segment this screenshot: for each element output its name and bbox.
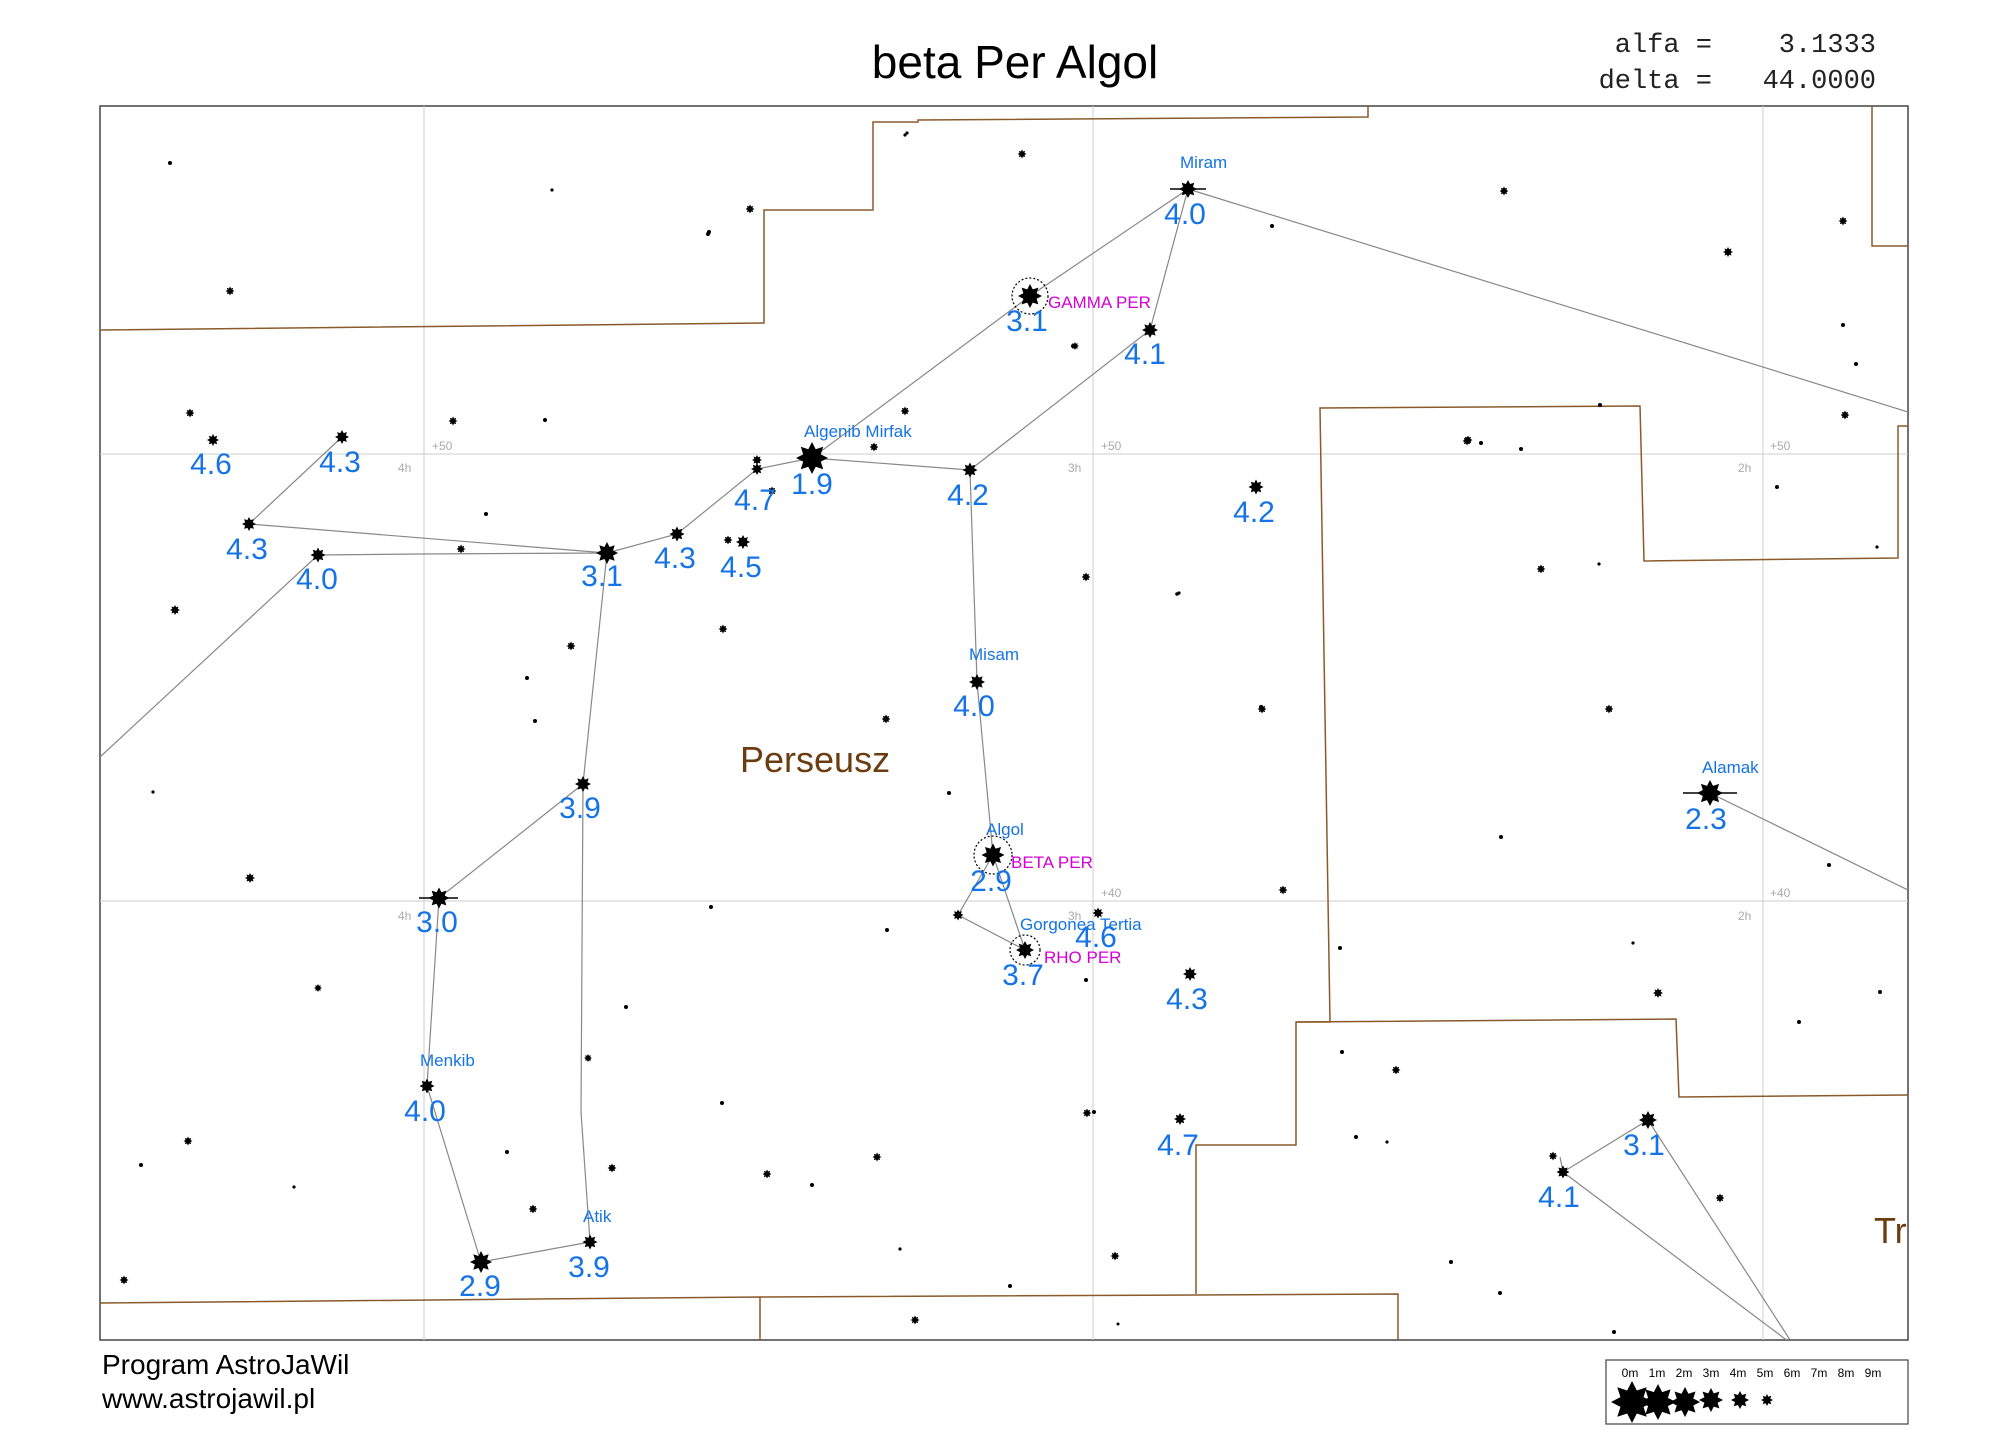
magnitude-label: 4.0	[1164, 198, 1206, 231]
grid-label-4h-upper: 4h	[398, 461, 411, 475]
grid-label-dec50-right: +50	[1770, 439, 1791, 453]
magnitude-label: 4.6	[1075, 921, 1117, 954]
magnitude-label: 4.5	[720, 551, 762, 584]
grid-label-dec50-left: +50	[432, 439, 453, 453]
grid-label-3h-lower: 3h	[1068, 909, 1081, 923]
magnitude-label: 4.1	[1538, 1181, 1580, 1214]
grid-label-dec50-mid: +50	[1101, 439, 1122, 453]
magnitude-label: 3.0	[416, 906, 458, 939]
alfa-value: 3.1333	[1779, 31, 1876, 61]
magnitude-label: 4.2	[947, 479, 989, 512]
star-name-menkib: Menkib	[420, 1051, 475, 1070]
magnitude-label: 4.7	[1157, 1129, 1199, 1162]
delta-value: 44.0000	[1763, 67, 1876, 97]
faint-stars	[139, 131, 1882, 1334]
coordinate-grid	[100, 106, 1908, 1340]
page-title: beta Per Algol	[872, 36, 1158, 88]
delta-label: delta =	[1599, 67, 1712, 97]
star-name-algol: Algol	[986, 820, 1024, 839]
magnitude-label: 3.1	[1006, 305, 1048, 338]
variable-name-rho-per: RHO PER	[1044, 948, 1121, 967]
star-name-atik: Atik	[583, 1207, 612, 1226]
magnitude-label: 4.0	[296, 563, 338, 596]
star-name-miram: Miram	[1180, 153, 1227, 172]
legend-label: 5m	[1757, 1366, 1774, 1380]
magnitude-label: 2.9	[459, 1270, 501, 1303]
grid-label-4h-lower: 4h	[398, 909, 411, 923]
magnitude-label: 4.0	[953, 690, 995, 723]
grid-label-2h-lower: 2h	[1738, 909, 1751, 923]
legend-label: 0m	[1622, 1366, 1639, 1380]
magnitude-label: 1.9	[791, 468, 833, 501]
magnitude-labels: 4.0 3.1 4.1 1.9 4.7 4.2 4.2 4.3 4.5 3.1 …	[190, 198, 1727, 1303]
program-name: Program AstroJaWil	[102, 1349, 349, 1380]
magnitude-label: 4.3	[654, 542, 696, 575]
alfa-label: alfa =	[1615, 31, 1712, 61]
grid-label-dec40-mid: +40	[1101, 886, 1122, 900]
legend-label: 7m	[1811, 1366, 1828, 1380]
magnitude-legend: 0m 1m 2m 3m 4m 5m 6m 7m 8m 9m	[1605, 1359, 1909, 1425]
variable-star-markers	[973, 277, 1049, 966]
legend-label: 2m	[1676, 1366, 1693, 1380]
magnitude-label: 2.9	[970, 865, 1012, 898]
magnitude-label: 3.9	[568, 1251, 610, 1284]
magnitude-label: 4.3	[1166, 983, 1208, 1016]
magnitude-label: 3.1	[1623, 1129, 1665, 1162]
magnitude-label: 4.3	[319, 446, 361, 479]
magnitude-label: 4.6	[190, 448, 232, 481]
constellation-name-triangulum: Trójkąt	[1874, 1210, 1983, 1251]
legend-label: 1m	[1649, 1366, 1666, 1380]
magnitude-label: 4.2	[1233, 496, 1275, 529]
magnitude-label: 4.7	[734, 484, 776, 517]
star-name-gorgonea-tertia: Gorgonea Tertia	[1020, 915, 1142, 934]
magnitude-label: 3.9	[559, 792, 601, 825]
star-name-misam: Misam	[969, 645, 1019, 664]
star-name-algenib-mirfak: Algenib Mirfak	[804, 422, 912, 441]
magnitude-label: 2.3	[1685, 803, 1727, 836]
star-name-alamak: Alamak	[1702, 758, 1759, 777]
legend-label: 3m	[1703, 1366, 1720, 1380]
constellation-name-perseus: Perseusz	[740, 739, 890, 780]
legend-label: 6m	[1784, 1366, 1801, 1380]
legend-label: 8m	[1838, 1366, 1855, 1380]
map-frame	[99, 105, 1909, 1341]
legend-label: 9m	[1865, 1366, 1882, 1380]
variable-name-gamma-per: GAMMA PER	[1048, 293, 1151, 312]
constellation-boundaries	[100, 106, 1908, 1340]
double-star-markers	[419, 188, 1737, 899]
magnitude-label: 4.0	[404, 1095, 446, 1128]
legend-label: 4m	[1730, 1366, 1747, 1380]
variable-name-beta-per: BETA PER	[1011, 853, 1093, 872]
grid-label-3h-upper: 3h	[1068, 461, 1081, 475]
map-content: +50 +50 +50 +40 +40 4h 4h 3h 3h 2h 2h	[100, 106, 1983, 1340]
grid-label-2h-upper: 2h	[1738, 461, 1751, 475]
magnitude-label: 3.1	[581, 560, 623, 593]
magnitude-label: 4.1	[1124, 338, 1166, 371]
website-link[interactable]: www.astrojawil.pl	[101, 1383, 315, 1414]
grid-label-dec40-right: +40	[1770, 886, 1791, 900]
magnitude-label: 4.3	[226, 533, 268, 566]
magnitude-label: 3.7	[1002, 959, 1044, 992]
